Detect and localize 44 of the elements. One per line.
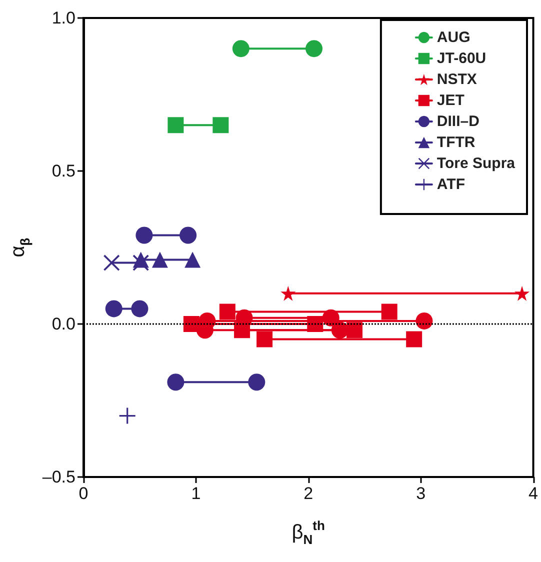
- point: [180, 226, 197, 244]
- point: [132, 254, 149, 271]
- point: [119, 408, 136, 424]
- legend-label: Tore Supra: [436, 155, 516, 172]
- point: [306, 40, 322, 58]
- point: [232, 40, 250, 58]
- legend-label: ATF: [436, 176, 465, 193]
- point: [131, 300, 148, 318]
- point: [168, 117, 184, 134]
- point: [152, 252, 168, 268]
- legend-label: JT-60U: [436, 50, 486, 67]
- point: [167, 374, 184, 391]
- point: [256, 331, 273, 348]
- point: [104, 254, 120, 271]
- point: [322, 309, 340, 326]
- point: [381, 304, 398, 320]
- point: [280, 286, 296, 301]
- y-tick-label: 1.0: [52, 8, 76, 28]
- legend-label: DIII–D: [436, 113, 480, 130]
- y-tick-label: 0.5: [52, 162, 76, 180]
- point: [184, 252, 201, 268]
- y-tick-label: –0.5: [42, 468, 76, 486]
- point: [212, 117, 229, 134]
- x-tick-label: 3: [416, 484, 426, 503]
- y-axis-title: αβ: [7, 238, 32, 258]
- legend-label: AUG: [436, 29, 470, 46]
- x-tick-label: 4: [528, 484, 538, 503]
- y-tick-label: 0.0: [52, 314, 76, 334]
- point: [136, 226, 153, 244]
- point: [331, 322, 348, 339]
- point: [248, 374, 266, 391]
- legend-label: JET: [436, 92, 464, 109]
- legend-label: TFTR: [436, 134, 476, 151]
- point: [105, 300, 122, 318]
- legend-label: NSTX: [436, 71, 477, 88]
- x-tick-label: 1: [191, 484, 201, 503]
- x-tick-label: 2: [304, 484, 314, 503]
- point: [346, 322, 362, 338]
- point: [219, 304, 236, 320]
- point: [307, 316, 324, 332]
- point: [406, 331, 422, 348]
- point: [514, 286, 530, 301]
- x-tick-label: 0: [78, 484, 88, 503]
- point: [416, 312, 433, 330]
